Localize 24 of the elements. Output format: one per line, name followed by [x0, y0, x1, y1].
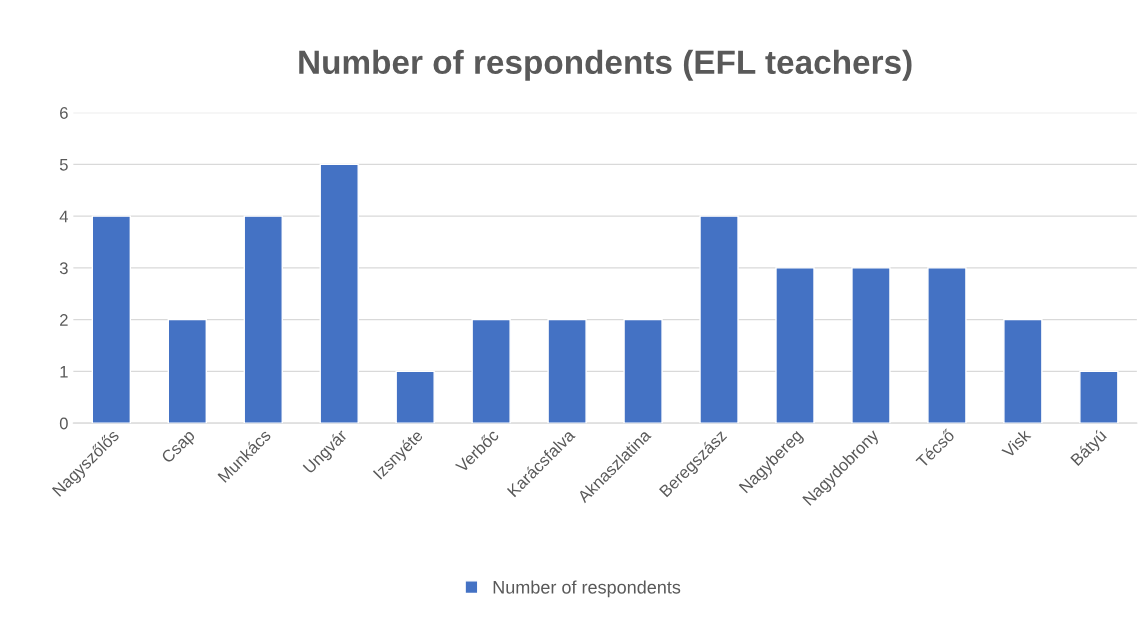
- y-tick-label: 2: [60, 314, 68, 326]
- y-tick-label: 4: [59, 210, 68, 223]
- y-tick-label: 1: [60, 366, 68, 378]
- bar: [1079, 370, 1119, 424]
- bar: [319, 163, 359, 424]
- chart-title: Number of respondents (EFL teachers): [299, 49, 912, 81]
- bar: [851, 267, 891, 424]
- bar: [547, 318, 587, 424]
- bar: [243, 215, 283, 424]
- bar: [471, 318, 511, 424]
- y-tick-label: 5: [59, 159, 68, 171]
- legend-label: Number of respondents: [493, 580, 681, 598]
- y-tick-label: 0: [59, 417, 68, 430]
- bar: [623, 318, 663, 424]
- x-tick-label: Visk: [1000, 428, 1032, 459]
- y-tick-label: 3: [59, 262, 68, 275]
- bar: [395, 370, 435, 424]
- y-tick-label: 6: [60, 107, 68, 119]
- bar: [699, 215, 739, 424]
- bar: [91, 215, 132, 424]
- bar: [167, 318, 207, 424]
- bar: [927, 267, 967, 424]
- bar: [775, 267, 815, 424]
- bar: [1003, 318, 1043, 424]
